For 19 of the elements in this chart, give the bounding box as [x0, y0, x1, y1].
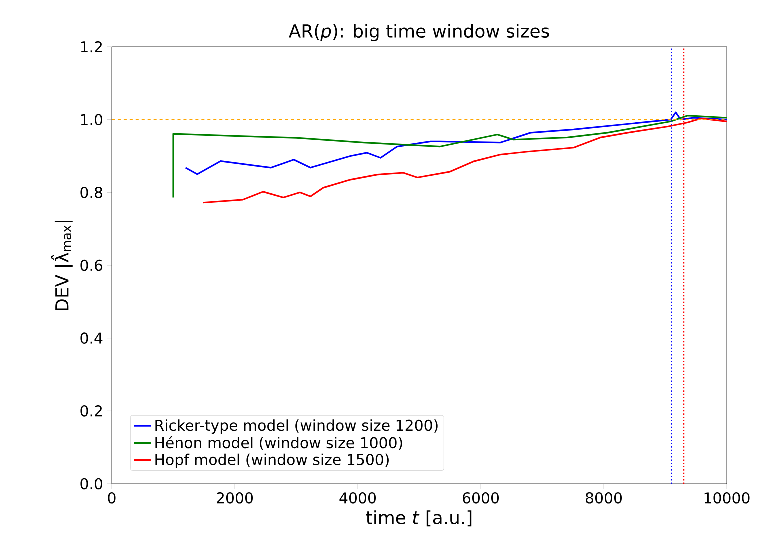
y-tick-label: 0.8: [80, 187, 102, 198]
y-tick-label: 0.4: [80, 332, 103, 344]
y-axis-title: DEV |λ̂$_{max}$|: [51, 220, 73, 311]
x-tick-label: 2000: [217, 492, 254, 504]
x-tick-label: 6000: [463, 492, 500, 504]
x-tick-label: 4000: [340, 492, 376, 504]
y-tick-label: 0.6: [80, 260, 103, 272]
x-tick-label: 10000: [704, 492, 750, 504]
x-tick-label: 0: [108, 492, 116, 504]
x-tick-label: 8000: [586, 492, 622, 504]
x-axis-title: time t [a.u.]: [366, 510, 472, 527]
y-tick-label: 0.2: [80, 406, 102, 417]
chart-title: AR(p): big time window sizes: [289, 24, 550, 42]
y-tick-label: 1.0: [81, 114, 103, 126]
legend-label: Hénon model (window size 1000): [156, 436, 402, 450]
y-tick-label: 0.0: [80, 478, 103, 490]
y-tick-label: 1.2: [81, 41, 102, 53]
legend-label: Hopf model (window size 1500): [156, 454, 389, 468]
legend-label: Ricker-type model (window size 1200): [156, 420, 438, 434]
